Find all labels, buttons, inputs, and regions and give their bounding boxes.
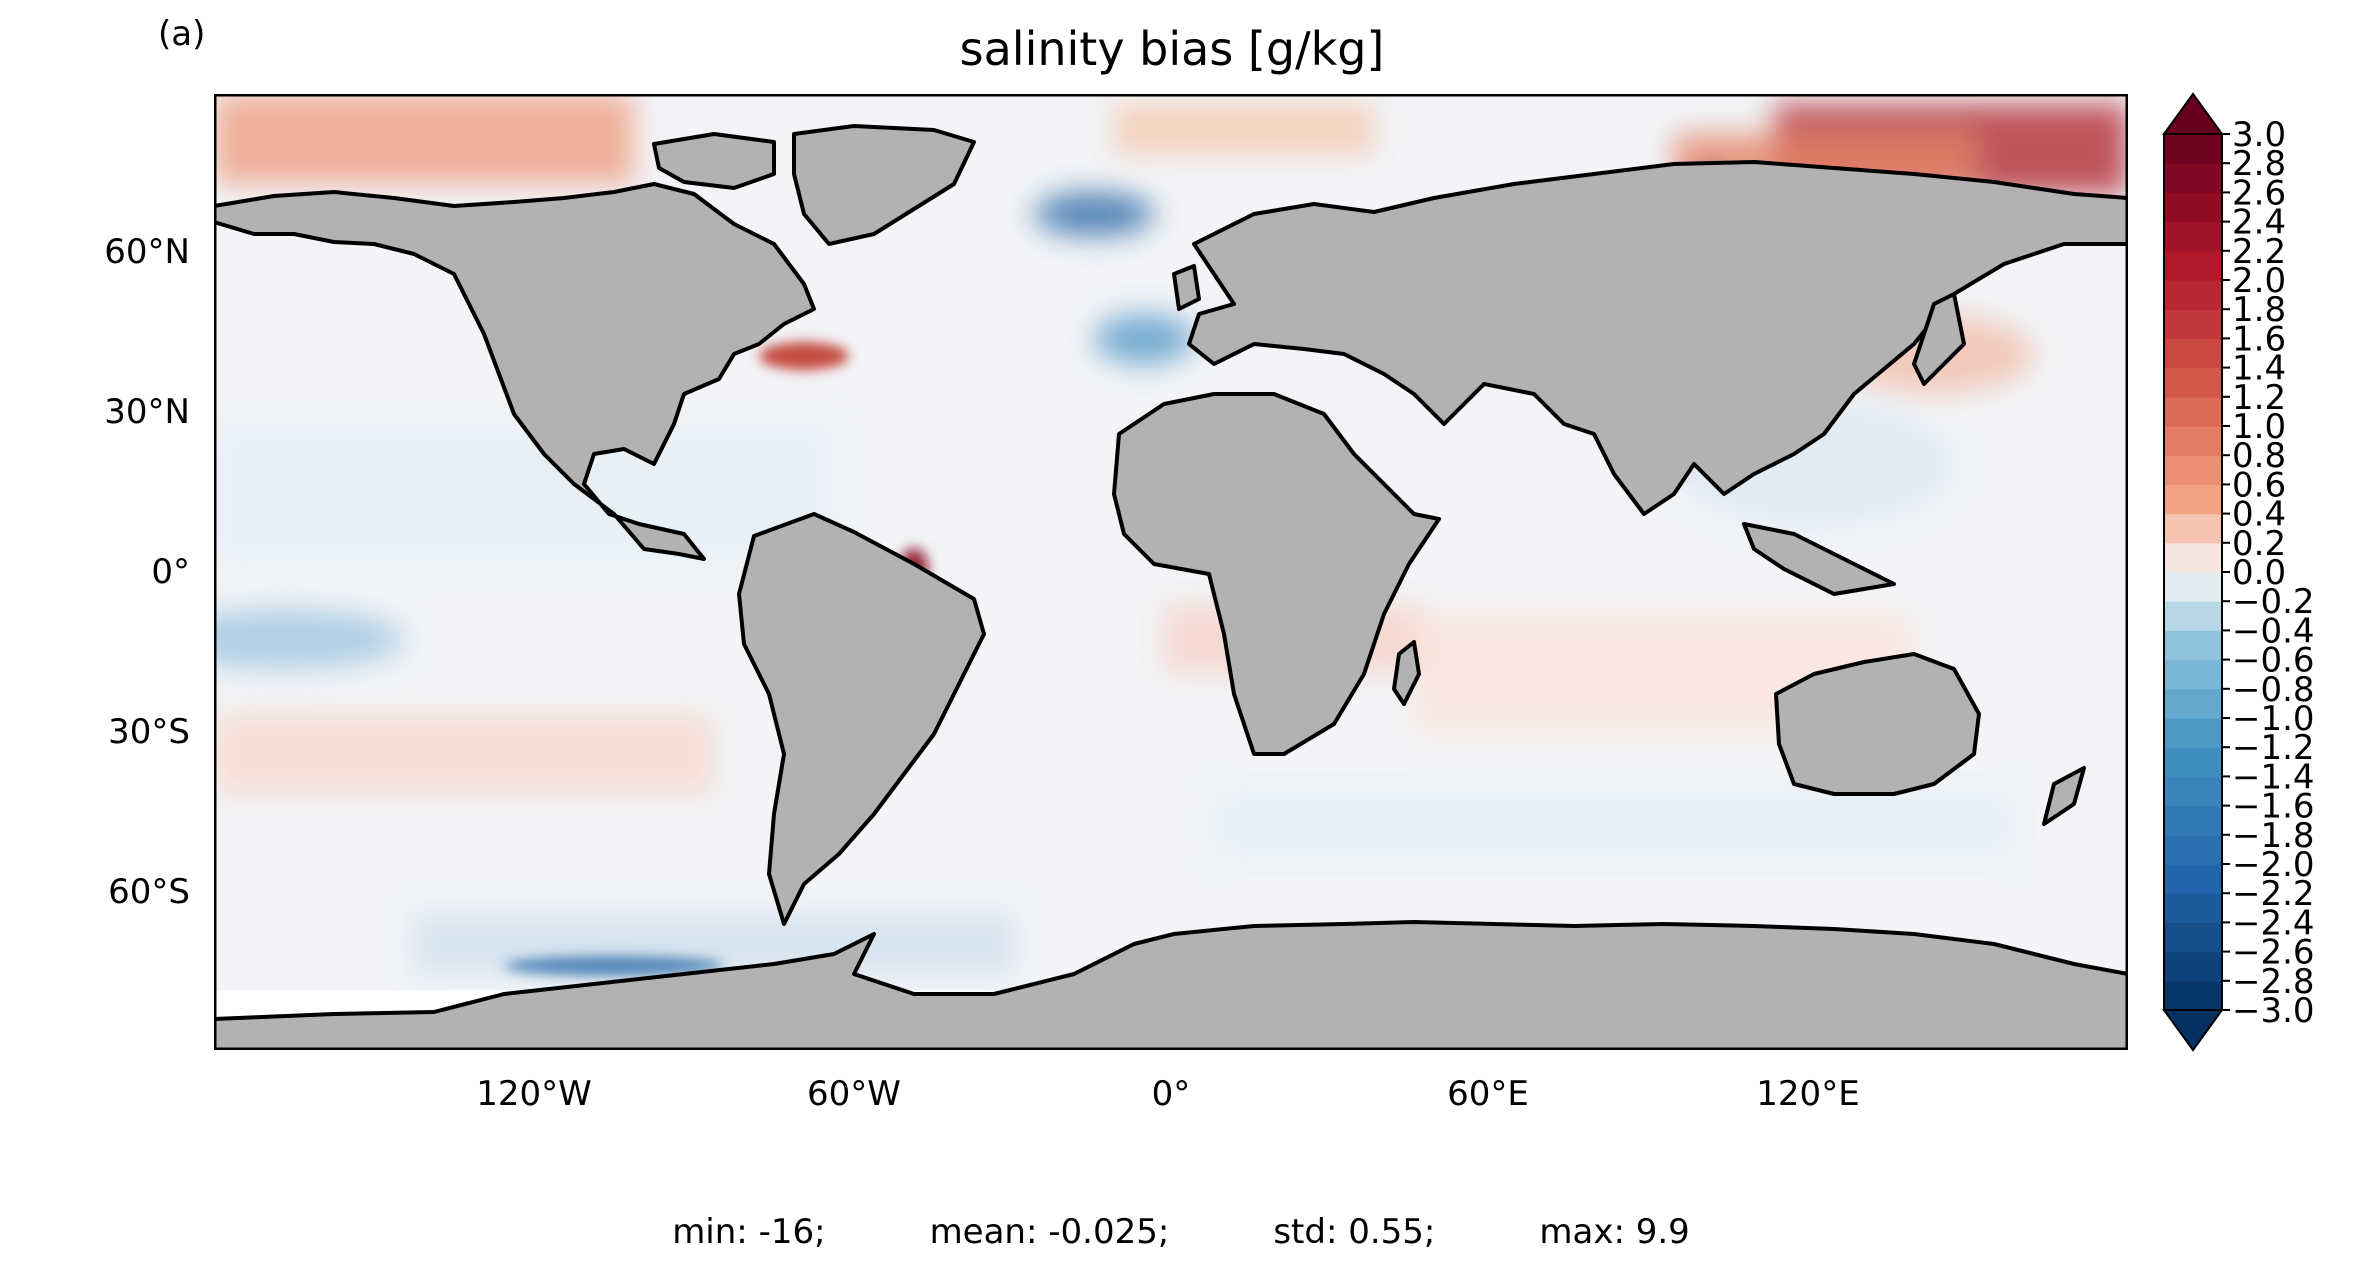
colorbar-segment <box>2164 338 2222 369</box>
colorbar-tick-label: −0.4 <box>2232 611 2315 651</box>
colorbar-segment <box>2164 367 2222 398</box>
arctic-islands <box>652 132 776 190</box>
lat-label-60n: 60°N <box>104 232 190 272</box>
colorbar-segment <box>2164 221 2222 252</box>
colorbar-tick-label: 3.0 <box>2232 115 2286 155</box>
lat-label-equator: 0° <box>151 552 190 592</box>
lon-label-60w: 60°W <box>807 1074 901 1114</box>
land-masses <box>214 124 2128 1050</box>
colorbar-tick-label: 2.4 <box>2232 203 2286 243</box>
greenland <box>792 124 976 246</box>
bias-field <box>214 94 2128 974</box>
stat-min: min: -16; <box>672 1212 826 1252</box>
colorbar-tick-label: 2.6 <box>2232 173 2286 213</box>
colorbar-tick-label: 1.0 <box>2232 407 2286 447</box>
lat-label-30n: 30°N <box>104 392 190 432</box>
colorbar-segment <box>2164 455 2222 485</box>
stats-line: min: -16; mean: -0.025; std: 0.55; max: 9.9 <box>0 1212 2362 1252</box>
lon-label-60e: 60°E <box>1447 1074 1529 1114</box>
colorbar-segment <box>2164 601 2222 631</box>
colorbar-tick-label: 2.2 <box>2232 232 2286 272</box>
colorbar-segment <box>2164 718 2222 748</box>
colorbar-tick-label: −0.2 <box>2232 582 2315 622</box>
lon-label-0: 0° <box>1151 1074 1191 1114</box>
colorbar-segment <box>2164 513 2222 544</box>
colorbar-segment <box>2164 630 2222 661</box>
colorbar-segment <box>2164 542 2222 573</box>
colorbar-segment <box>2164 951 2222 982</box>
colorbar-segment <box>2164 864 2222 894</box>
colorbar-tick-label: 2.8 <box>2232 144 2286 184</box>
colorbar-segment <box>2164 396 2222 427</box>
panel-label: (a) <box>158 14 206 54</box>
colorbar-tick-label: −2.0 <box>2232 845 2315 885</box>
colorbar-tick-label: −2.8 <box>2232 962 2315 1002</box>
colorbar-tick-label: −0.6 <box>2232 641 2315 681</box>
colorbar-tick-label: −1.6 <box>2232 787 2315 827</box>
colorbar-tick-label: −1.0 <box>2232 699 2315 739</box>
colorbar-tick-label: 0.4 <box>2232 495 2286 535</box>
colorbar-tick-label: −1.4 <box>2232 757 2315 797</box>
southeast-asia-islands <box>1742 522 1896 596</box>
colorbar-segment <box>2164 572 2222 602</box>
colorbar-extend-max <box>2162 92 2224 135</box>
colorbar-tick-label: −1.2 <box>2232 728 2315 768</box>
stat-mean: mean: -0.025; <box>929 1212 1170 1252</box>
colorbar-tick-label: 1.6 <box>2232 319 2286 359</box>
lon-label-120w: 120°W <box>476 1074 592 1114</box>
south-america <box>737 512 986 926</box>
colorbar-segment <box>2164 280 2222 310</box>
colorbar-segment <box>2164 659 2222 690</box>
north-america <box>214 182 816 561</box>
colorbar-segment <box>2164 834 2222 865</box>
colorbar-segment <box>2164 805 2222 836</box>
colorbar-tick-label: −3.0 <box>2232 991 2315 1031</box>
eurasia <box>1187 160 2128 516</box>
stat-std: std: 0.55; <box>1273 1212 1436 1252</box>
africa <box>1112 392 1441 756</box>
lon-label-120e: 120°E <box>1756 1074 1860 1114</box>
colorbar-tick-label: −0.8 <box>2232 670 2315 710</box>
lat-label-60s: 60°S <box>108 872 190 912</box>
colorbar-segment <box>2164 980 2222 1011</box>
colorbar-tick-label: −2.2 <box>2232 874 2315 914</box>
colorbar-tick-label: 1.2 <box>2232 378 2286 418</box>
colorbar-tick-label: 0.6 <box>2232 465 2286 505</box>
colorbar-segment <box>2164 776 2222 807</box>
colorbar-tick-label: 2.0 <box>2232 261 2286 301</box>
colorbar-segment <box>2164 192 2222 223</box>
colorbar-segment <box>2164 893 2222 923</box>
colorbar-segment <box>2164 163 2222 193</box>
madagascar <box>1392 640 1421 706</box>
colorbar-tick-label: −2.6 <box>2232 933 2315 973</box>
british-isles <box>1172 264 1201 311</box>
lat-label-30s: 30°S <box>108 712 190 752</box>
colorbar-tick-label: 0.2 <box>2232 524 2286 564</box>
stat-max: max: 9.9 <box>1539 1212 1690 1252</box>
australia <box>1774 652 1981 796</box>
new-zealand <box>2042 766 2086 826</box>
colorbar-segment <box>2164 250 2222 281</box>
map-title: salinity bias [g/kg] <box>959 22 1385 76</box>
colorbar-segment <box>2164 426 2222 456</box>
colorbar-tick-label: −2.4 <box>2232 903 2315 943</box>
colorbar-tick-label: 1.4 <box>2232 349 2286 389</box>
colorbar-tick-label: 0.8 <box>2232 436 2286 476</box>
japan <box>1912 292 1966 386</box>
colorbar-tick-label: 0.0 <box>2232 553 2286 593</box>
antarctica <box>214 920 2128 1050</box>
colorbar-tick-label: 1.8 <box>2232 290 2286 330</box>
colorbar-segment <box>2164 134 2222 164</box>
colorbar-segment <box>2164 484 2222 515</box>
map-frame <box>214 94 2128 1050</box>
colorbar-segment <box>2164 688 2222 719</box>
colorbar-tick-label: −1.8 <box>2232 816 2315 856</box>
colorbar-segment <box>2164 309 2222 339</box>
colorbar-segment <box>2164 747 2222 777</box>
salinity-bias-map <box>214 94 2128 1050</box>
colorbar-extend-min <box>2162 1009 2224 1052</box>
colorbar-segment <box>2164 922 2222 953</box>
colorbar: 3.0 2.8 2.6 2.4 2.2 2.0 1.8 1.6 1.4 1.2 1.0 0.8 0.6 0… <box>2160 92 2350 1052</box>
